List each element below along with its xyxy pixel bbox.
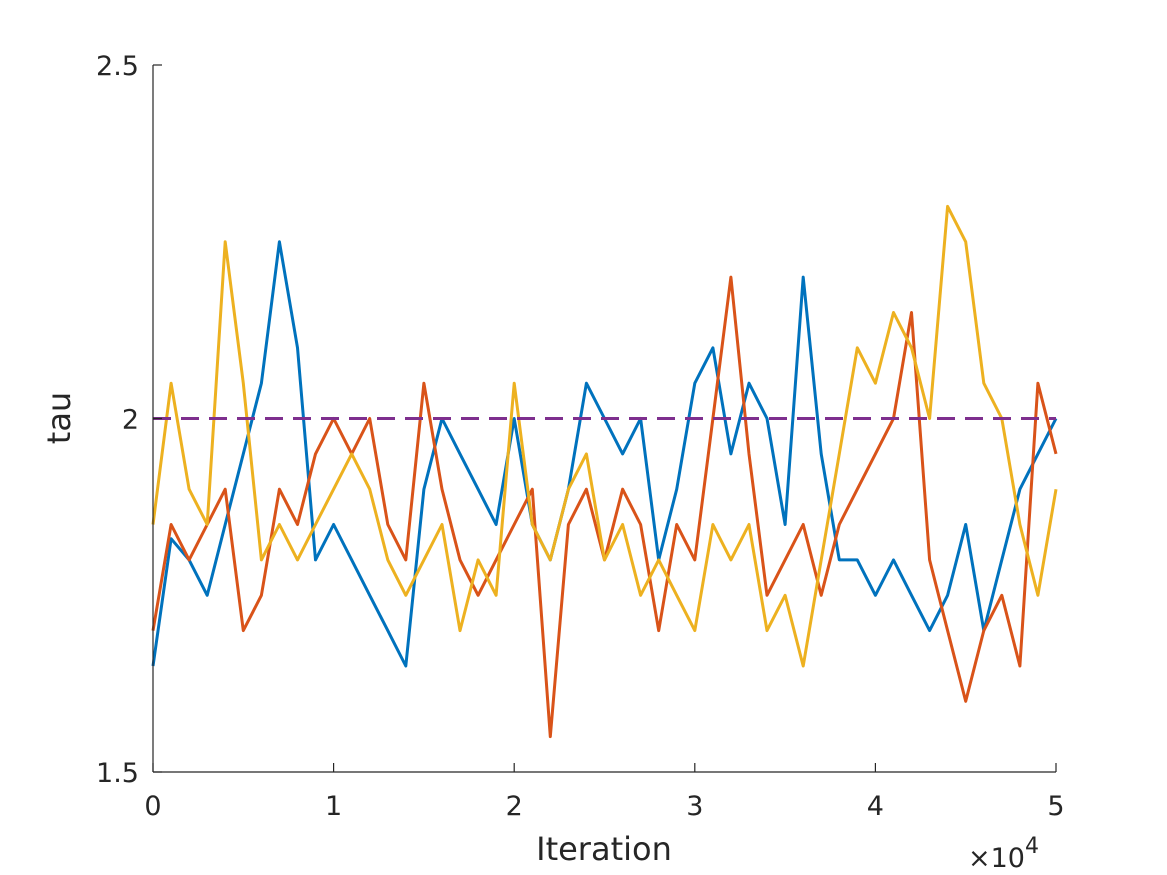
x-tick-label: 2 [506,791,523,822]
text-layer: Iteration tau ×104 0 1 2 3 4 51.522.5 [40,51,1065,874]
x-tick-label: 4 [867,791,884,822]
x-tick-label: 5 [1047,791,1064,822]
x-exponent-label: ×104 [968,834,1039,874]
series-line-3 [151,204,1058,668]
y-tick-label: 2.5 [96,51,139,82]
y-tick-label: 1.5 [96,758,139,789]
x-exponent-power: 4 [1025,834,1039,859]
axes-layer [152,64,1057,773]
series-layer [151,204,1058,739]
y-tick-label: 2 [122,405,139,436]
y-axis-label: tau [40,392,78,444]
x-tick-label: 0 [144,791,161,822]
x-axis-label: Iteration [536,830,672,868]
series-line-2 [151,275,1058,739]
x-tick-label: 1 [325,791,342,822]
x-exponent-base: ×10 [968,843,1025,874]
x-tick-label: 3 [686,791,703,822]
